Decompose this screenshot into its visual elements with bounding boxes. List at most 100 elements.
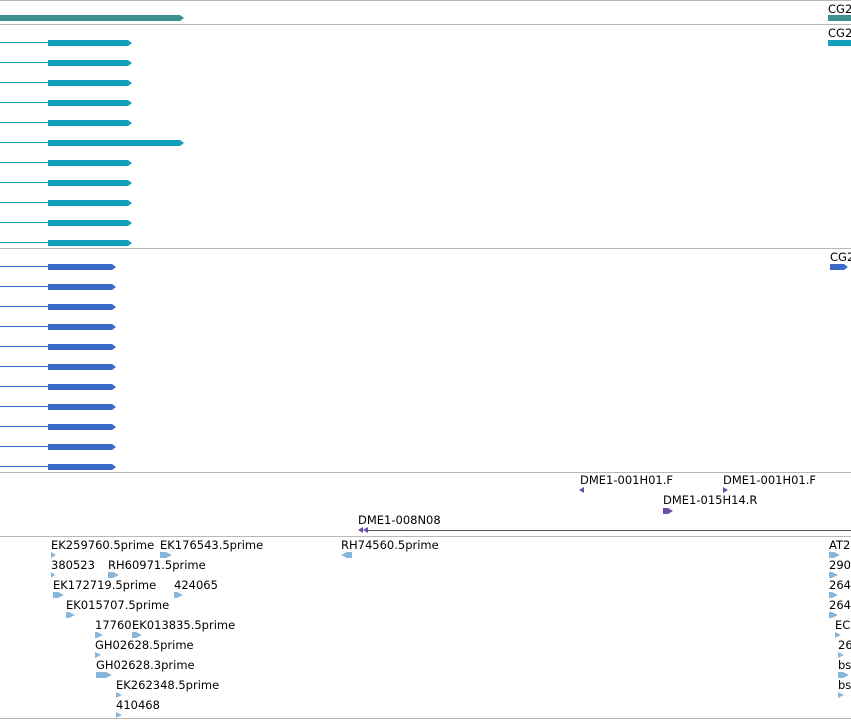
est-bar[interactable] <box>829 612 832 618</box>
est-label[interactable]: 17760 <box>95 618 132 632</box>
transcript-exon[interactable] <box>48 404 116 410</box>
est-label[interactable]: RH74560.5prime <box>341 538 439 552</box>
est-label[interactable]: 26 <box>838 638 851 652</box>
est-arrow[interactable] <box>116 692 122 698</box>
est-label[interactable]: EK262348.5prime <box>116 678 220 692</box>
est-bar[interactable] <box>66 612 69 618</box>
est-arrow[interactable] <box>113 572 119 578</box>
transcript-exon[interactable] <box>48 120 132 126</box>
est-arrow[interactable] <box>177 592 183 598</box>
est-label[interactable]: bs <box>838 678 851 692</box>
clone-end-arrow[interactable] <box>668 508 673 514</box>
transcript-exon[interactable] <box>48 160 132 166</box>
est-label[interactable]: 410468 <box>116 698 160 712</box>
est-track: EK259760.5prime EK176543.5prime RH74560.… <box>0 537 851 720</box>
est-label[interactable]: EK172719.5prime <box>53 578 157 592</box>
transcript-exon[interactable] <box>0 15 184 21</box>
transcript-exon[interactable] <box>48 304 116 310</box>
est-bar[interactable] <box>829 592 832 598</box>
transcript-exon[interactable] <box>828 40 851 46</box>
est-bar[interactable] <box>95 632 97 638</box>
est-label[interactable]: EK015707.5prime <box>66 598 170 612</box>
est-arrow[interactable] <box>838 692 844 698</box>
est-arrow[interactable] <box>166 552 172 558</box>
est-label[interactable]: 264 <box>829 578 851 592</box>
transcript-exon[interactable] <box>48 80 132 86</box>
clone-label[interactable]: DME1-001H01.F <box>723 473 817 487</box>
transcript-exon[interactable] <box>48 180 132 186</box>
transcript-exon[interactable] <box>48 40 132 46</box>
est-label[interactable]: AT2 <box>829 538 851 552</box>
est-arrow[interactable] <box>106 672 112 678</box>
est-bar[interactable] <box>96 672 106 678</box>
transcript-exon[interactable] <box>48 100 132 106</box>
est-arrow[interactable] <box>58 592 64 598</box>
est-arrow[interactable] <box>69 612 75 618</box>
transcript-exon[interactable] <box>48 60 132 66</box>
clone-end-bar[interactable] <box>663 508 668 514</box>
est-bar[interactable] <box>160 552 166 558</box>
transcript-exon[interactable] <box>48 200 132 206</box>
est-bar[interactable] <box>347 552 352 558</box>
transcript-exon[interactable] <box>48 344 116 350</box>
gene-label[interactable]: CG2 <box>828 26 851 40</box>
est-arrow[interactable] <box>136 632 142 638</box>
est-arrow[interactable] <box>835 632 841 638</box>
est-label[interactable]: 424065 <box>174 578 218 592</box>
transcript-intron <box>0 326 48 327</box>
est-arrow[interactable] <box>832 612 838 618</box>
clone-label[interactable]: DME1-001H01.F <box>580 473 674 487</box>
transcript-exon[interactable] <box>48 140 184 146</box>
est-bar[interactable] <box>132 632 136 638</box>
transcript-intron <box>0 182 48 183</box>
est-label[interactable]: bs <box>838 658 851 672</box>
est-bar[interactable] <box>108 572 113 578</box>
clone-end-arrow[interactable] <box>579 487 584 493</box>
est-label[interactable]: EK013835.5prime <box>132 618 236 632</box>
est-arrow[interactable] <box>51 552 56 558</box>
transcript-exon[interactable] <box>48 284 116 290</box>
transcript-exon[interactable] <box>48 424 116 430</box>
est-arrow[interactable] <box>843 672 849 678</box>
transcript-exon[interactable] <box>828 15 851 21</box>
est-label[interactable]: GH02628.5prime <box>95 638 194 652</box>
est-bar[interactable] <box>53 592 58 598</box>
gene-label[interactable]: CG2 <box>830 250 851 264</box>
est-bar[interactable] <box>838 672 843 678</box>
est-arrow[interactable] <box>832 592 838 598</box>
est-label[interactable]: RH60971.5prime <box>108 558 206 572</box>
est-label[interactable]: 380523 <box>51 558 95 572</box>
transcript-exon[interactable] <box>48 464 116 470</box>
est-arrow[interactable] <box>834 552 840 558</box>
clone-label[interactable]: DME1-015H14.R <box>663 493 758 507</box>
est-bar[interactable] <box>174 592 177 598</box>
transcript-exon[interactable] <box>48 240 132 246</box>
est-label[interactable]: EK176543.5prime <box>160 538 264 552</box>
est-arrow[interactable] <box>832 572 838 578</box>
est-arrow[interactable] <box>116 712 122 718</box>
est-label[interactable]: 290 <box>829 558 851 572</box>
est-arrow[interactable] <box>838 652 844 658</box>
est-label[interactable]: GH02628.3prime <box>96 658 195 672</box>
gene-label[interactable]: CG2 <box>828 2 851 16</box>
clone-label[interactable]: DME1-008N08 <box>358 513 441 527</box>
est-label[interactable]: EK259760.5prime <box>51 538 155 552</box>
clone-end-arrow[interactable] <box>358 527 363 533</box>
est-bar[interactable] <box>829 572 832 578</box>
transcript-exon[interactable] <box>48 384 116 390</box>
est-arrow[interactable] <box>97 632 103 638</box>
clone-end-arrow[interactable] <box>723 487 728 493</box>
transcript-exon[interactable] <box>48 324 116 330</box>
est-arrow[interactable] <box>51 572 55 578</box>
transcript-exon[interactable] <box>830 264 848 270</box>
transcript-exon[interactable] <box>48 364 116 370</box>
transcript-exon[interactable] <box>48 220 132 226</box>
est-bar[interactable] <box>829 552 834 558</box>
transcript-exon[interactable] <box>48 444 116 450</box>
clone-end-arrow[interactable] <box>363 527 368 533</box>
est-label[interactable]: 264 <box>829 598 851 612</box>
est-arrow[interactable] <box>341 552 347 558</box>
est-label[interactable]: EC <box>835 618 851 632</box>
transcript-exon[interactable] <box>48 264 116 270</box>
est-arrow[interactable] <box>95 652 101 658</box>
